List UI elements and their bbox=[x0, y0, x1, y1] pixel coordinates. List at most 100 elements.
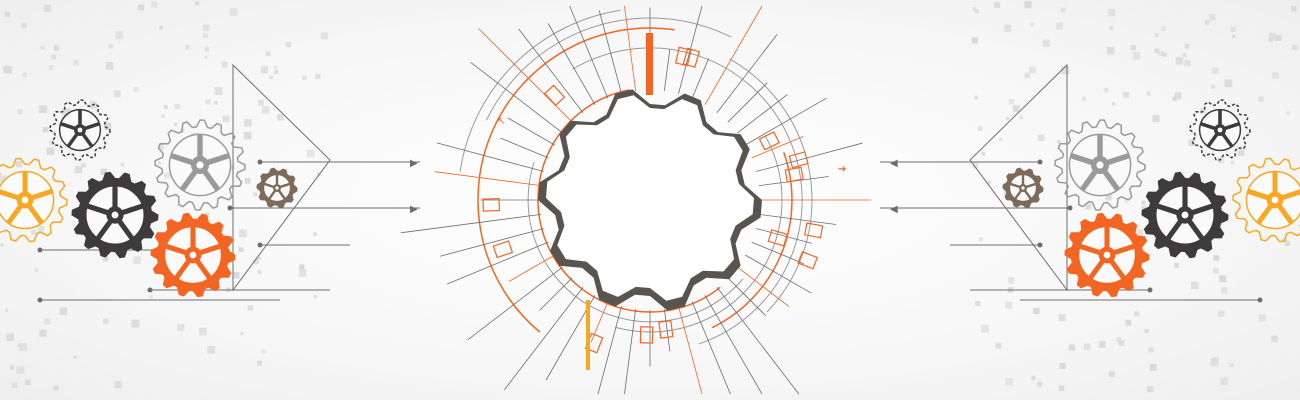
background-square bbox=[1220, 287, 1228, 294]
background-square bbox=[24, 379, 31, 386]
background-square bbox=[120, 162, 125, 167]
background-square bbox=[163, 105, 168, 110]
background-square bbox=[15, 160, 23, 168]
background-square bbox=[204, 55, 208, 59]
background-square bbox=[1291, 6, 1297, 12]
gear-icon bbox=[1189, 99, 1251, 161]
background-square bbox=[240, 331, 244, 336]
background-square bbox=[11, 382, 18, 389]
radial-line bbox=[745, 97, 827, 146]
background-square bbox=[302, 75, 307, 80]
radial-line bbox=[539, 277, 573, 311]
background-square bbox=[159, 25, 163, 30]
circuit-node bbox=[37, 297, 43, 303]
background-square bbox=[133, 256, 141, 264]
background-square bbox=[987, 180, 991, 185]
background-square bbox=[1232, 35, 1236, 39]
arrow-icon: ▶ bbox=[410, 204, 418, 215]
background-square bbox=[975, 301, 981, 307]
background-square bbox=[257, 360, 263, 366]
background-square bbox=[1284, 240, 1291, 247]
radial-line bbox=[547, 23, 596, 105]
background-square bbox=[1212, 356, 1219, 364]
background-square bbox=[229, 165, 235, 170]
background-square bbox=[19, 343, 28, 351]
gear-axle bbox=[196, 161, 204, 169]
arrow-icon: ◀ bbox=[890, 158, 898, 169]
center-cog-assembly bbox=[400, 5, 871, 395]
radial-line bbox=[624, 309, 637, 395]
background-square bbox=[1006, 117, 1010, 121]
background-square bbox=[1272, 72, 1279, 79]
gear-axle bbox=[77, 127, 83, 133]
background-square bbox=[269, 75, 273, 80]
concentric-arc bbox=[527, 161, 744, 323]
background-square bbox=[1268, 32, 1276, 40]
background-square bbox=[981, 151, 986, 156]
background-square bbox=[1042, 39, 1051, 47]
background-square bbox=[21, 22, 27, 28]
radial-line bbox=[504, 287, 584, 391]
background-square bbox=[248, 135, 252, 139]
radial-line bbox=[436, 142, 544, 172]
background-square bbox=[1204, 20, 1210, 26]
background-square bbox=[1211, 85, 1216, 89]
radial-line bbox=[663, 49, 671, 91]
background-square bbox=[1108, 371, 1115, 378]
background-square bbox=[1037, 134, 1045, 142]
background-square bbox=[1230, 160, 1235, 165]
radial-line bbox=[737, 94, 788, 134]
background-square bbox=[1146, 91, 1151, 96]
gear-icon bbox=[0, 157, 68, 243]
background-square bbox=[161, 114, 165, 118]
circuit-block bbox=[788, 151, 809, 169]
triangle-outline bbox=[232, 63, 331, 292]
gear-axle bbox=[1103, 251, 1111, 259]
background-square bbox=[104, 122, 112, 130]
background-square bbox=[1132, 52, 1141, 60]
background-square bbox=[1005, 378, 1013, 386]
background-square bbox=[113, 90, 121, 98]
concentric-arc bbox=[537, 89, 721, 313]
background-square bbox=[39, 329, 47, 337]
background-square bbox=[108, 43, 114, 49]
background-square bbox=[972, 7, 977, 11]
radial-line bbox=[678, 306, 703, 395]
radial-line bbox=[716, 287, 800, 395]
background-square bbox=[306, 149, 315, 158]
background-square bbox=[53, 45, 60, 51]
orange-bar bbox=[586, 300, 590, 370]
radial-line bbox=[590, 301, 609, 343]
background-square bbox=[73, 355, 77, 359]
background-square bbox=[0, 175, 7, 183]
radial-line bbox=[400, 213, 541, 234]
background-square bbox=[214, 87, 223, 96]
background-square bbox=[131, 319, 140, 328]
background-square bbox=[243, 131, 252, 140]
gear-axle bbox=[1217, 127, 1223, 133]
background-square bbox=[74, 165, 82, 174]
background-square bbox=[1024, 1, 1032, 9]
circuit-block bbox=[639, 326, 654, 344]
gear-icon bbox=[1054, 119, 1146, 211]
background-square bbox=[257, 99, 264, 106]
background-square bbox=[1111, 102, 1116, 106]
background-square bbox=[177, 323, 185, 332]
background-square bbox=[1209, 14, 1216, 21]
background-square bbox=[40, 45, 45, 50]
background-square bbox=[1058, 385, 1065, 391]
background-square bbox=[1286, 111, 1290, 115]
background-square bbox=[1059, 362, 1066, 369]
background-square bbox=[44, 318, 51, 325]
background-square bbox=[1085, 203, 1092, 210]
background-square bbox=[1098, 341, 1106, 348]
radial-line bbox=[727, 82, 768, 123]
radial-line bbox=[737, 266, 790, 307]
background-square bbox=[1004, 24, 1012, 32]
background-square bbox=[315, 73, 321, 79]
background-square bbox=[1122, 92, 1129, 99]
background-square bbox=[0, 243, 4, 247]
background-square bbox=[1124, 199, 1128, 203]
background-square bbox=[73, 59, 79, 66]
